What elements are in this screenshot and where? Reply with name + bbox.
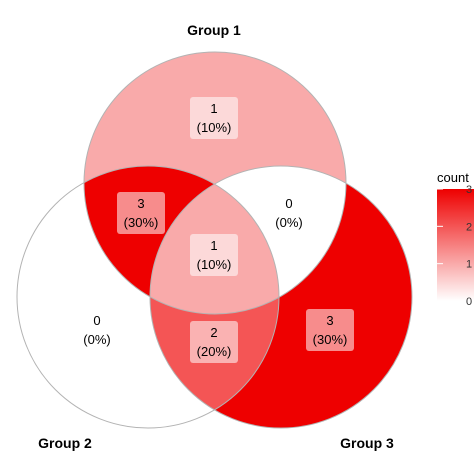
region-count: 0 <box>93 313 100 328</box>
group-3-label: Group 3 <box>340 435 394 451</box>
group-3-outline <box>149 165 413 429</box>
legend-tick-label: 2 <box>466 221 472 233</box>
region-label-1-3: 0 (0%) <box>275 196 302 230</box>
region-count: 0 <box>285 196 292 211</box>
region-label-1: 1 (10%) <box>190 97 238 139</box>
region-percent: (30%) <box>313 332 348 347</box>
region-count: 3 <box>326 313 333 328</box>
region-label-1-2: 3 (30%) <box>117 192 165 234</box>
region-label-1-2-3: 1 (10%) <box>190 234 238 276</box>
group-2-outline <box>16 165 280 429</box>
region-label-2: 0 (0%) <box>83 313 110 347</box>
legend-colorbar <box>437 189 474 301</box>
region-percent: (0%) <box>275 215 302 230</box>
region-labels: 1 (10%) 0 (0%) 3 (30%) 3 (30%) 0 (0%) 2 (20%) 1 (10%) <box>83 97 354 363</box>
group-1-2-3-region <box>150 166 279 314</box>
legend: count 0 1 2 3 <box>437 170 474 308</box>
region-percent: (10%) <box>197 257 232 272</box>
region-count: 1 <box>210 238 217 253</box>
region-count: 3 <box>137 196 144 211</box>
group-2-label: Group 2 <box>38 435 92 451</box>
region-label-2-3: 2 (20%) <box>190 321 238 363</box>
region-label-box <box>190 321 238 363</box>
region-label-box <box>190 234 238 276</box>
region-label-box <box>117 192 165 234</box>
legend-title: count <box>437 170 469 185</box>
region-count: 2 <box>210 325 217 340</box>
region-count: 1 <box>210 101 217 116</box>
region-label-box <box>306 309 354 351</box>
legend-tick-label: 0 <box>466 296 472 308</box>
legend-tick-label: 3 <box>466 184 472 196</box>
region-percent: (0%) <box>83 332 110 347</box>
region-label-3: 3 (30%) <box>306 309 354 351</box>
group-1-label: Group 1 <box>187 22 241 38</box>
region-percent: (10%) <box>197 120 232 135</box>
region-percent: (20%) <box>197 344 232 359</box>
region-label-box <box>190 97 238 139</box>
region-percent: (30%) <box>124 215 159 230</box>
legend-tick-label: 1 <box>466 259 472 271</box>
